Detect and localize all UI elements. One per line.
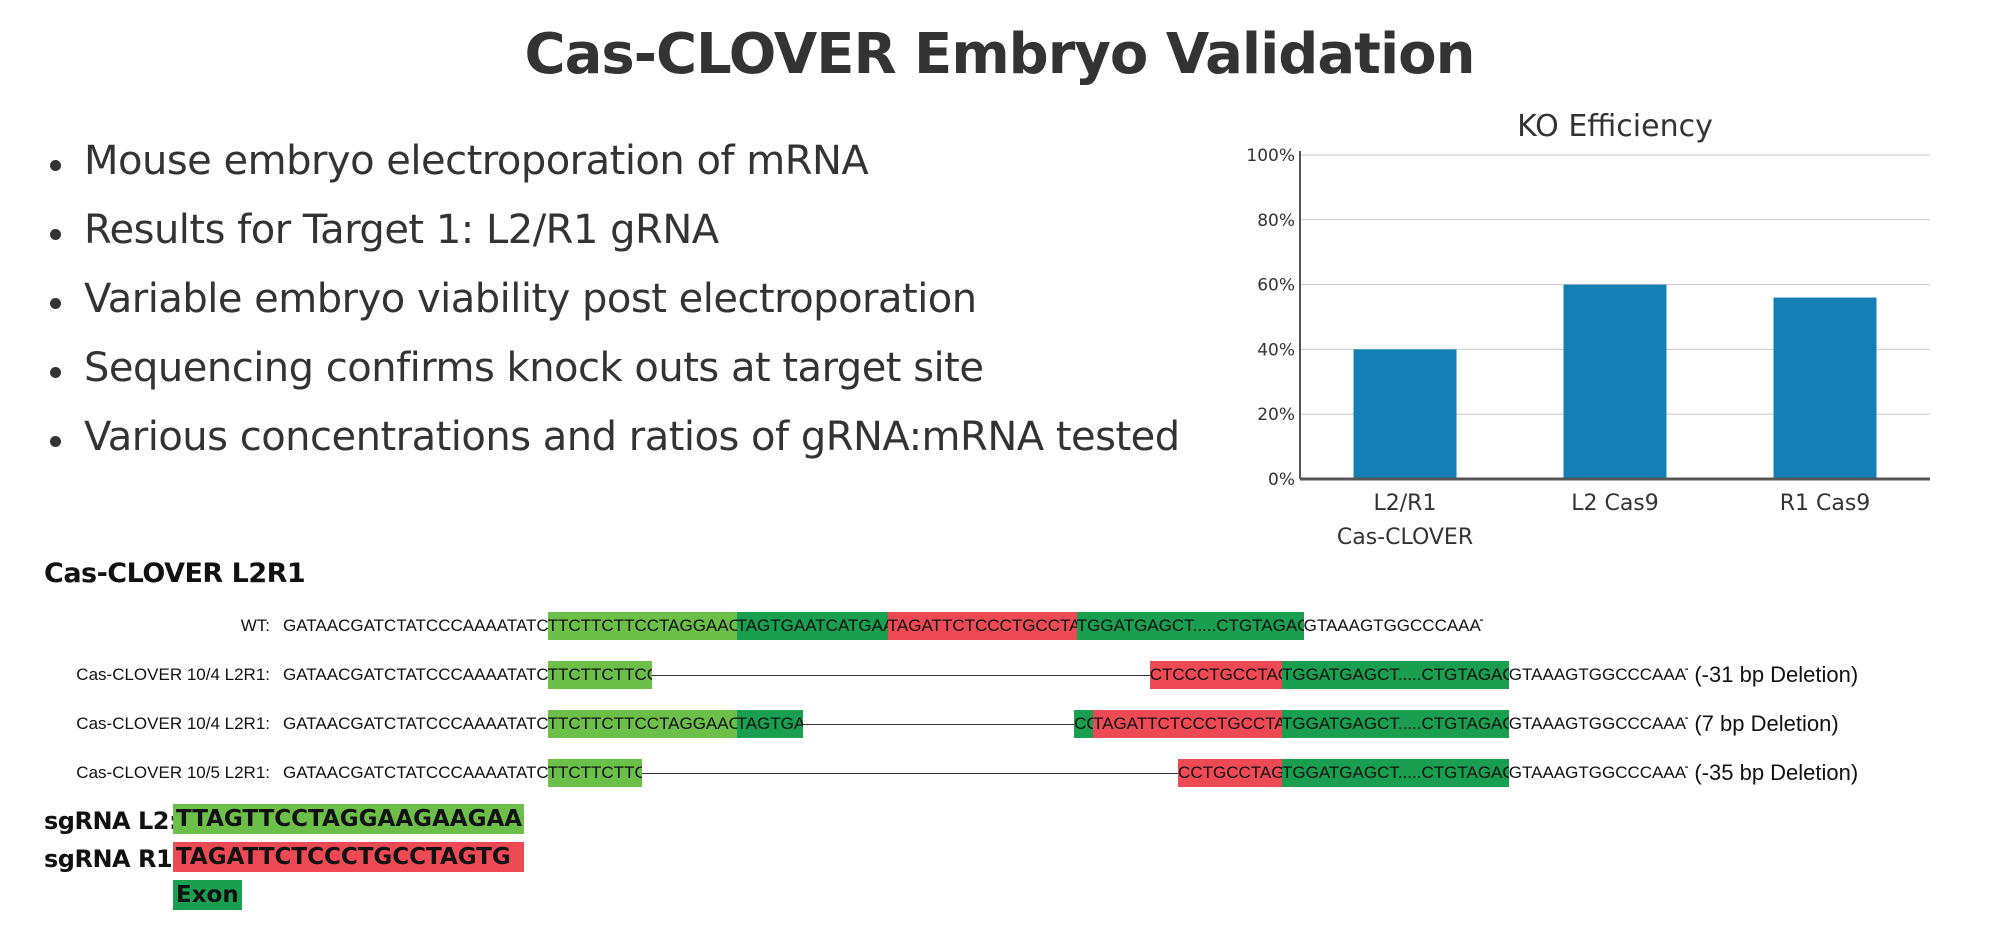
y-tick-label: 40% <box>1257 340 1295 360</box>
bullet-item: Variable embryo viability post electropo… <box>44 276 1180 345</box>
bullet-text: Various concentrations and ratios of gRN… <box>84 414 1180 460</box>
sequence-label: WT: <box>240 616 270 635</box>
deletion-line <box>651 675 1150 676</box>
bullet-dot <box>50 298 61 309</box>
x-tick-label: R1 Cas9 <box>1780 491 1871 516</box>
bullet-dot <box>50 229 61 240</box>
bullet-item: Sequencing confirms knock outs at target… <box>44 345 1180 414</box>
sgrna-r1-segment: TAGATTCTCCCTGCCTAGTG <box>887 612 1077 640</box>
sequence-segment: GATAACGATCTATCCCAAAATATCACCC <box>283 763 548 782</box>
sgrna-l2-segment: TTCTTCTTCCT <box>547 661 652 689</box>
sgrna-r1-segment: CCTGCCTAGTG <box>1178 759 1282 787</box>
sequence-segment: GTAAAGTGGCCCAAATGCA <box>1508 665 1689 684</box>
legend-label: sgRNA R1: <box>44 845 182 873</box>
exon-segment: TGGATGAGCT.....CTGTAGAGG <box>1282 759 1509 787</box>
exon-segment: TGGATGAGCT.....CTGTAGAGG <box>1076 612 1304 640</box>
legend-label: sgRNA L2: <box>44 807 179 835</box>
sgrna-r1-segment: CTCCCTGCCTAGTG <box>1149 661 1282 689</box>
y-tick-label: 60% <box>1257 276 1295 296</box>
sequence-row: WT: GATAACGATCTATCCCAAAATATCACCCTTCTTCTTC… <box>0 612 1999 640</box>
sequence-segment: GATAACGATCTATCCCAAAATATCACCC <box>283 616 548 635</box>
sgrna-sequence-chip: TTAGTTCCTAGGAAGAAGAA <box>173 804 524 834</box>
exon-segment: TAGTGAATCATGAACC <box>736 612 888 640</box>
x-tick-label: L2 Cas9 <box>1571 491 1659 516</box>
bullet-item: Results for Target 1: L2/R1 gRNA <box>44 207 1180 276</box>
sgrna-l2-segment: TTCTTCTTCCTAGGAACTAA <box>547 710 737 738</box>
bullet-dot <box>50 367 61 378</box>
sequence-segment: GTAAAGTGGCCCAAATGCA <box>1303 616 1484 635</box>
x-tick-label: L2/R1 <box>1374 491 1437 516</box>
deletion-line <box>802 724 1075 725</box>
exon-legend-chip: Exon <box>173 880 242 910</box>
bullet-list: Mouse embryo electroporation of mRNA Res… <box>44 138 1180 483</box>
sgrna-l2-segment: TTCTTCTTCCTAGGAACTAA <box>547 612 737 640</box>
sequence-segment: GTAAAGTGGCCCAAATGCA <box>1508 763 1689 782</box>
sequence-label: Cas-CLOVER 10/4 L2R1: <box>76 714 270 733</box>
sequence-segment: GTAAAGTGGCCCAAATGCA <box>1508 714 1689 733</box>
sequence-label: Cas-CLOVER 10/5 L2R1: <box>76 763 270 782</box>
exon-segment: TGGATGAGCT.....CTGTAGAGG <box>1282 710 1509 738</box>
sequence-label: Cas-CLOVER 10/4 L2R1: <box>76 665 270 684</box>
y-tick-label: 80% <box>1257 211 1295 231</box>
slide-title: Cas-CLOVER Embryo Validation <box>524 22 1476 87</box>
bullet-item: Mouse embryo electroporation of mRNA <box>44 138 1180 207</box>
exon-segment: TGGATGAGCT.....CTGTAGAGG <box>1282 661 1509 689</box>
deletion-note: (-31 bp Deletion) <box>1694 662 1859 687</box>
bullet-text: Sequencing confirms knock outs at target… <box>84 345 984 391</box>
y-tick-label: 20% <box>1257 405 1295 425</box>
chart-title: KO Efficiency <box>1517 109 1713 144</box>
y-tick-label: 0% <box>1268 470 1295 490</box>
bullet-item: Various concentrations and ratios of gRN… <box>44 414 1180 483</box>
x-tick-label: Cas-CLOVER <box>1337 525 1473 550</box>
exon-segment: TAGTGAA <box>736 710 803 738</box>
y-tick-label: 100% <box>1246 146 1295 166</box>
bullet-text: Variable embryo viability post electropo… <box>84 276 977 322</box>
exon-segment: CC <box>1074 710 1093 738</box>
section-heading: Cas-CLOVER L2R1 <box>44 558 306 589</box>
sequence-row: Cas-CLOVER 10/5 L2R1: GATAACGATCTATCCCAAA… <box>0 759 1999 787</box>
sgrna-sequence-chip: TAGATTCTCCCTGCCTAGTG <box>173 842 524 872</box>
sequence-row: Cas-CLOVER 10/4 L2R1: GATAACGATCTATCCCAAA… <box>0 710 1999 738</box>
sequence-row: Cas-CLOVER 10/4 L2R1: GATAACGATCTATCCCAAA… <box>0 661 1999 689</box>
bullet-text: Mouse embryo electroporation of mRNA <box>84 138 869 184</box>
deletion-note: (7 bp Deletion) <box>1694 711 1839 736</box>
deletion-note: (-35 bp Deletion) <box>1694 760 1859 785</box>
bullet-dot <box>50 436 61 447</box>
sgrna-l2-segment: TTCTTCTTCC <box>547 759 643 787</box>
sequence-segment: GATAACGATCTATCCCAAAATATCACCC <box>283 714 548 733</box>
bar <box>1563 284 1667 479</box>
bar <box>1773 297 1877 479</box>
bullet-text: Results for Target 1: L2/R1 gRNA <box>84 207 719 253</box>
sequence-segment: GATAACGATCTATCCCAAAATATCACCC <box>283 665 548 684</box>
bullet-dot <box>50 160 61 171</box>
sgrna-r1-segment: TAGATTCTCCCTGCCTAGTG <box>1093 710 1282 738</box>
ko-efficiency-chart: KO Efficiency 0% 20% 40% 60% 80% 100% L2/R1 Cas-… <box>1246 109 1930 550</box>
bar <box>1353 349 1457 479</box>
deletion-line <box>642 773 1179 774</box>
